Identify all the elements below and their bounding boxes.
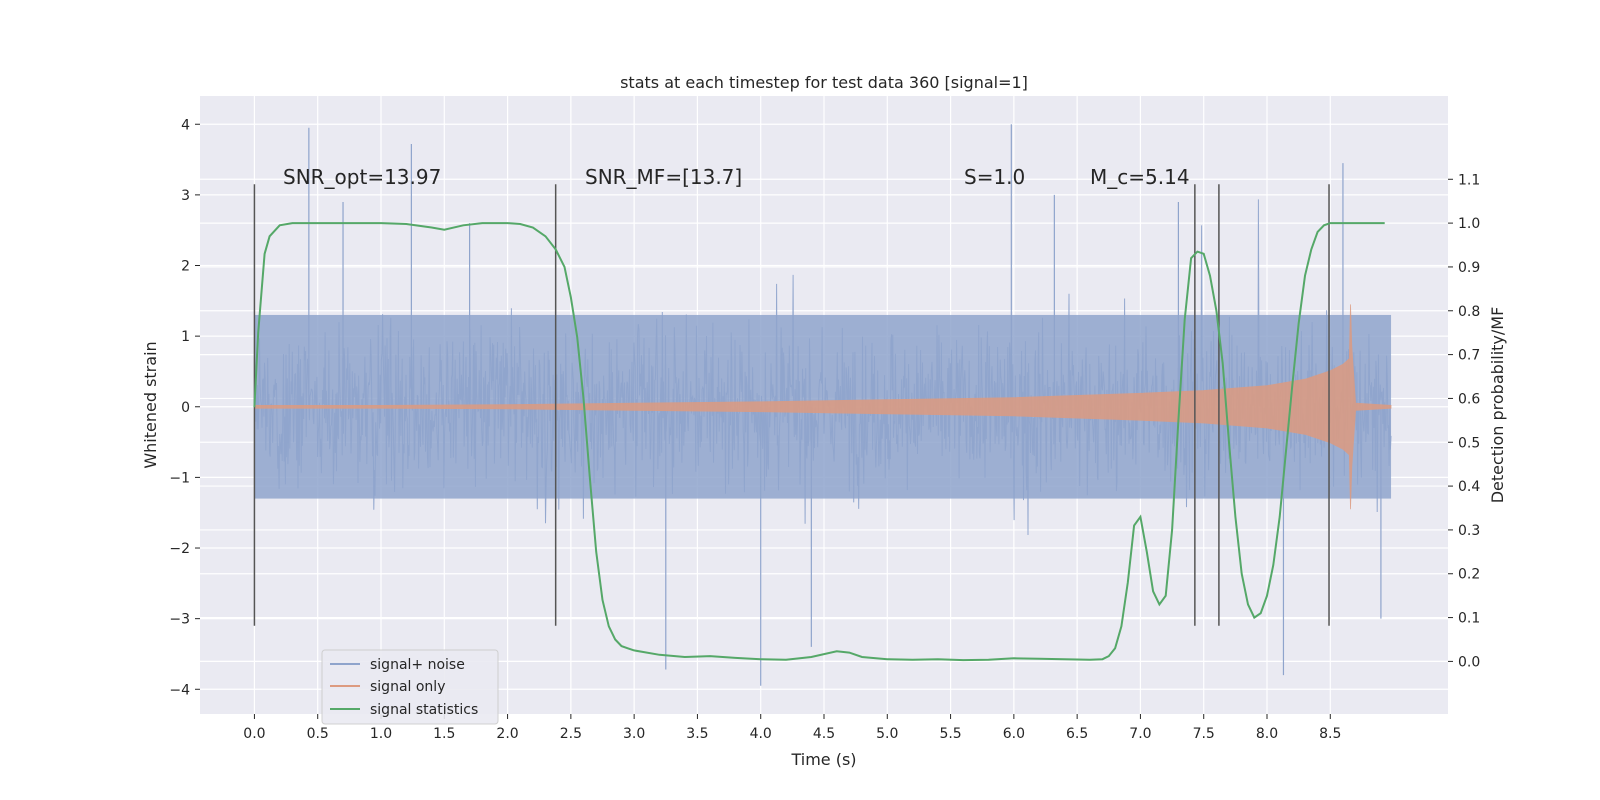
- y-tick-label: −4: [169, 682, 190, 698]
- legend-label-signal: signal only: [370, 679, 445, 695]
- y2-tick-label: 0.8: [1458, 304, 1480, 320]
- y-tick-label: 2: [181, 259, 190, 275]
- y-axis-ticks: −4 −3 −2 −1 0 1 2 3 4: [169, 117, 200, 698]
- x-tick-label: 5.5: [939, 726, 961, 742]
- annotation-mc: M_c=5.14: [1090, 165, 1190, 189]
- x-tick-label: 0.5: [307, 726, 329, 742]
- y-tick-label: −2: [169, 541, 190, 557]
- y2-tick-label: 0.7: [1458, 348, 1480, 364]
- x-tick-label: 7.5: [1193, 726, 1215, 742]
- y2-tick-label: 0.9: [1458, 260, 1480, 276]
- x-tick-label: 3.0: [623, 726, 645, 742]
- y-axis-title: Whitened strain: [141, 341, 160, 468]
- legend-label-stats: signal statistics: [370, 702, 478, 718]
- annotations: SNR_opt=13.97 SNR_MF=[13.7] S=1.0 M_c=5.…: [283, 165, 1190, 189]
- legend: signal+ noise signal only signal statist…: [321, 649, 499, 725]
- y-tick-label: 4: [181, 117, 190, 133]
- x-axis-title: Time (s): [790, 750, 856, 769]
- x-tick-label: 1.5: [433, 726, 455, 742]
- y2-tick-label: 0.6: [1458, 391, 1480, 407]
- y-tick-label: −1: [169, 470, 190, 486]
- x-tick-label: 6.0: [1003, 726, 1025, 742]
- x-tick-label: 7.0: [1129, 726, 1151, 742]
- y2-tick-label: 0.4: [1458, 479, 1480, 495]
- x-tick-label: 6.5: [1066, 726, 1088, 742]
- y2-tick-label: 0.5: [1458, 435, 1480, 451]
- y2-axis-ticks: 0.0 0.1 0.2 0.3 0.4 0.5 0.6 0.7 0.8 0.9 1.0 1.1: [1448, 172, 1480, 670]
- x-tick-label: 8.0: [1256, 726, 1278, 742]
- y-tick-label: 3: [181, 188, 190, 204]
- legend-box: [321, 649, 499, 725]
- x-tick-label: 5.0: [876, 726, 898, 742]
- x-tick-label: 0.0: [243, 726, 265, 742]
- annotation-s: S=1.0: [964, 165, 1025, 189]
- x-tick-label: 8.5: [1319, 726, 1341, 742]
- statistics-line: [253, 222, 1385, 662]
- y2-tick-label: 0.0: [1458, 654, 1480, 670]
- x-tick-label: 3.5: [686, 726, 708, 742]
- y2-axis-title: Detection probability/MF: [1488, 307, 1507, 504]
- x-tick-label: 1.0: [370, 726, 392, 742]
- x-tick-label: 4.0: [750, 726, 772, 742]
- annotation-snr-mf: SNR_MF=[13.7]: [585, 165, 742, 189]
- y2-tick-label: 1.0: [1458, 216, 1480, 232]
- y2-tick-label: 0.1: [1458, 611, 1480, 627]
- x-tick-label: 2.0: [496, 726, 518, 742]
- signal-envelope: [254, 304, 1392, 510]
- y2-tick-label: 0.2: [1458, 567, 1480, 583]
- y2-tick-label: 0.3: [1458, 523, 1480, 539]
- legend-label-noise: signal+ noise: [370, 657, 465, 673]
- y-tick-label: 1: [181, 329, 190, 345]
- x-axis-ticks: 0.0 0.5 1.0 1.5 2.0 2.5 3.0 3.5 4.0 4.5 5.0 5.5 6.0 6…: [243, 714, 1341, 742]
- y2-tick-label: 1.1: [1458, 172, 1480, 188]
- signal-statistics-series: [253, 222, 1385, 662]
- y-tick-label: −3: [169, 612, 190, 628]
- y-tick-label: 0: [181, 400, 190, 416]
- chart-title: stats at each timestep for test data 360…: [620, 73, 1028, 92]
- annotation-snr-opt: SNR_opt=13.97: [283, 165, 441, 189]
- x-tick-label: 2.5: [560, 726, 582, 742]
- x-tick-label: 4.5: [813, 726, 835, 742]
- signal-only-series: [254, 304, 1392, 510]
